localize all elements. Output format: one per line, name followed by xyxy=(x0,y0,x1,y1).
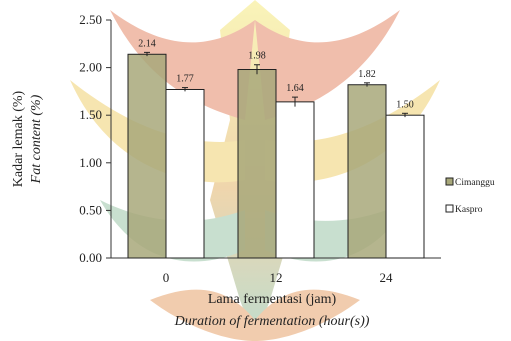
x-axis-title-english: Duration of fermentation (hour(s)) xyxy=(174,314,370,329)
y-tick-label: 2.50 xyxy=(79,12,102,27)
error-bars-group xyxy=(144,51,408,118)
x-tick-label: 24 xyxy=(380,270,394,285)
bars-group xyxy=(127,53,425,259)
y-tick-label: 0.00 xyxy=(79,250,102,265)
x-tick-labels: 0 12 24 xyxy=(163,270,393,285)
y-tick-label: 0.50 xyxy=(79,202,102,217)
data-label: 1.82 xyxy=(358,69,376,80)
bar-cimanggu-24 xyxy=(347,84,387,259)
data-label: 1.77 xyxy=(176,74,194,85)
y-axis-title: Kadar lemak (%) xyxy=(11,90,26,187)
data-label: 1.64 xyxy=(286,83,304,94)
legend-swatch-kaspro xyxy=(445,204,454,213)
bar-cimanggu-12 xyxy=(237,69,277,259)
legend-swatch-cimanggu xyxy=(445,177,454,186)
x-tick-label: 12 xyxy=(270,270,283,285)
bar-kaspro-0 xyxy=(165,88,205,259)
bar-kaspro-12 xyxy=(275,101,315,259)
data-label: 2.14 xyxy=(138,38,156,49)
bar-cimanggu-0 xyxy=(127,53,167,259)
legend: Cimanggu Kaspro xyxy=(445,177,495,215)
legend-label-kaspro: Kaspro xyxy=(455,205,483,215)
y-tick-label: 1.50 xyxy=(79,107,102,122)
data-label: 1.98 xyxy=(248,51,266,62)
y-tick-label: 2.00 xyxy=(79,60,102,75)
legend-label-cimanggu: Cimanggu xyxy=(455,178,495,188)
y-tick-labels: 0.00 0.50 1.00 1.50 2.00 2.50 xyxy=(79,12,111,265)
y-axis-title-english: Fat content (%) xyxy=(29,94,44,184)
x-tick-label: 0 xyxy=(163,270,170,285)
x-axis-title: Lama fermentasi (jam) xyxy=(208,292,337,307)
data-labels-group: 2.14 1.77 1.98 1.64 1.82 1.50 xyxy=(138,38,414,110)
data-label: 1.50 xyxy=(396,99,414,110)
bar-kaspro-24 xyxy=(385,114,425,259)
y-tick-label: 1.00 xyxy=(79,155,102,170)
